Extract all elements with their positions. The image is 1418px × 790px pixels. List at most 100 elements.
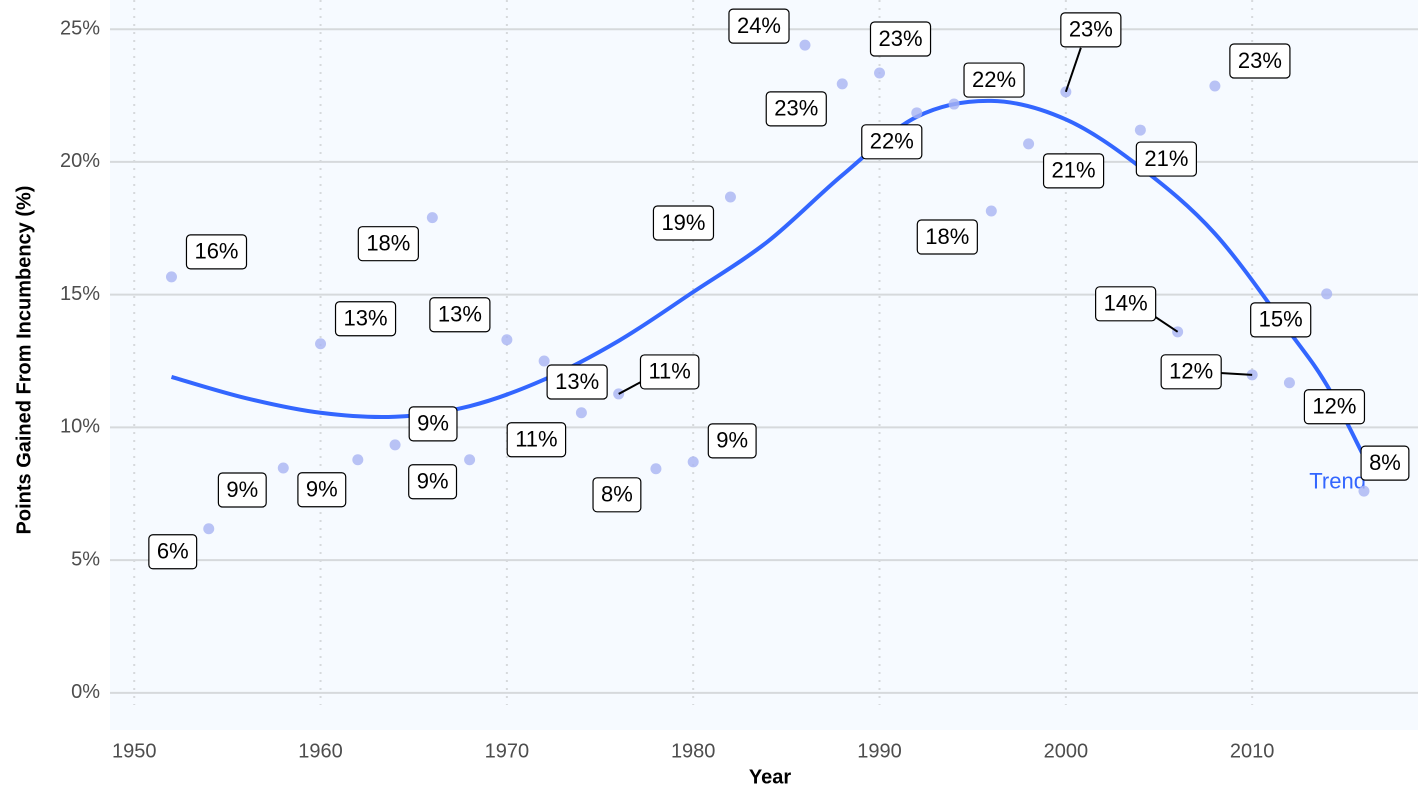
data-label: 13% bbox=[429, 297, 491, 333]
label-text: 9% bbox=[716, 428, 748, 453]
label-text: 21% bbox=[1144, 146, 1188, 171]
trend-label: Trend bbox=[1309, 468, 1366, 493]
label-box bbox=[429, 297, 491, 333]
label-text: 6% bbox=[157, 539, 189, 564]
data-label: 13% bbox=[334, 301, 397, 337]
label-text: 22% bbox=[870, 129, 914, 154]
data-label: 15% bbox=[1250, 302, 1312, 338]
y-tick-label: 25% bbox=[60, 17, 100, 39]
label-text: 8% bbox=[601, 482, 633, 507]
point bbox=[1134, 124, 1146, 136]
label-box bbox=[1303, 389, 1366, 425]
label-text: 16% bbox=[194, 239, 238, 264]
data-label: 8% bbox=[1360, 445, 1410, 481]
plot-background bbox=[110, 0, 1418, 730]
x-tick-label: 2010 bbox=[1230, 740, 1275, 762]
point bbox=[836, 78, 848, 90]
point bbox=[874, 67, 886, 79]
point bbox=[1209, 80, 1221, 92]
point bbox=[389, 439, 401, 451]
data-label: 9% bbox=[408, 464, 458, 500]
label-text: 13% bbox=[344, 306, 388, 331]
label-text: 13% bbox=[555, 369, 599, 394]
data-label: 18% bbox=[357, 226, 419, 262]
label-box bbox=[506, 422, 567, 458]
y-tick-label: 20% bbox=[60, 150, 100, 172]
label-box bbox=[639, 354, 700, 390]
data-label: 11% bbox=[506, 422, 567, 458]
label-text: 9% bbox=[417, 411, 449, 436]
point bbox=[203, 523, 215, 535]
data-label: 21% bbox=[1135, 141, 1197, 177]
label-box bbox=[728, 8, 790, 44]
y-tick-label: 10% bbox=[60, 416, 100, 438]
data-label: 9% bbox=[217, 472, 267, 508]
label-box bbox=[1229, 43, 1291, 79]
point bbox=[724, 191, 736, 203]
point bbox=[948, 98, 960, 110]
label-box bbox=[869, 21, 932, 57]
label-text: 11% bbox=[515, 427, 557, 452]
data-label: 19% bbox=[652, 205, 715, 241]
point bbox=[650, 463, 662, 475]
label-text: 23% bbox=[1238, 48, 1282, 73]
label-box bbox=[217, 472, 267, 508]
data-label: 9% bbox=[297, 472, 347, 508]
label-box bbox=[408, 406, 458, 442]
point bbox=[985, 205, 997, 217]
label-box bbox=[963, 62, 1025, 98]
point bbox=[464, 454, 476, 466]
y-tick-label: 15% bbox=[60, 283, 100, 305]
data-label: 16% bbox=[185, 234, 248, 270]
data-label: 23% bbox=[1229, 43, 1291, 79]
label-text: 8% bbox=[1369, 450, 1401, 475]
label-text: 21% bbox=[1052, 158, 1096, 183]
label-text: 19% bbox=[661, 210, 705, 235]
leader-line bbox=[1064, 47, 1082, 93]
label-text: 18% bbox=[925, 224, 969, 249]
x-axis-title: Year bbox=[749, 766, 791, 788]
label-text: 13% bbox=[438, 302, 482, 327]
label-box bbox=[916, 219, 978, 255]
label-box bbox=[334, 301, 397, 337]
point bbox=[911, 107, 923, 119]
label-box bbox=[546, 364, 608, 400]
label-box bbox=[765, 91, 827, 127]
point bbox=[538, 355, 550, 367]
label-text: 18% bbox=[366, 230, 410, 255]
data-label: 9% bbox=[707, 423, 757, 459]
label-box bbox=[707, 423, 757, 459]
label-box bbox=[1060, 12, 1122, 48]
label-box bbox=[408, 464, 458, 500]
data-label: 21% bbox=[1042, 153, 1105, 189]
data-label: 13% bbox=[546, 364, 608, 400]
data-label: 8% bbox=[592, 477, 642, 513]
point bbox=[426, 212, 438, 224]
label-text: 9% bbox=[306, 477, 338, 502]
data-label: 12% bbox=[1160, 354, 1222, 390]
point bbox=[575, 407, 587, 419]
label-box bbox=[1042, 153, 1105, 189]
label-box bbox=[357, 226, 419, 262]
y-tick-label: 5% bbox=[71, 548, 100, 570]
label-text: 24% bbox=[737, 13, 781, 38]
data-label: 22% bbox=[861, 124, 923, 160]
data-label: 12% bbox=[1303, 389, 1366, 425]
point bbox=[501, 334, 513, 346]
x-tick-label: 1970 bbox=[485, 740, 530, 762]
label-text: 9% bbox=[417, 469, 449, 494]
point bbox=[799, 39, 811, 51]
label-box bbox=[148, 534, 198, 570]
point bbox=[352, 454, 364, 466]
label-text: 12% bbox=[1169, 359, 1213, 384]
y-tick-label: 0% bbox=[71, 681, 100, 703]
label-box bbox=[1135, 141, 1197, 177]
data-label: 18% bbox=[916, 219, 978, 255]
label-text: 22% bbox=[972, 67, 1016, 92]
label-text: 23% bbox=[1069, 17, 1113, 42]
label-box bbox=[1250, 302, 1312, 338]
point bbox=[1283, 377, 1295, 389]
label-text: 11% bbox=[648, 359, 690, 384]
label-box bbox=[652, 205, 715, 241]
y-axis-title: Points Gained From Incumbency (%) bbox=[13, 186, 35, 535]
